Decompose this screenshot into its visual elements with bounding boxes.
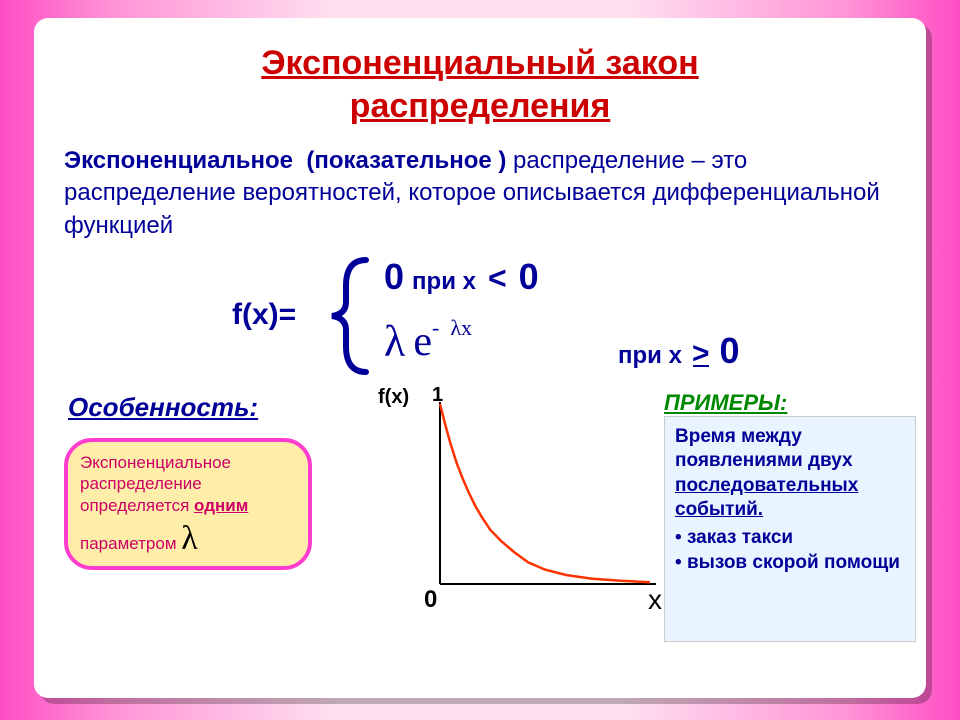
exp-minus: - (432, 315, 439, 340)
chart-svg (344, 396, 664, 596)
definition-text: Экспоненциальное (показательное ) распре… (64, 145, 896, 242)
ge-icon: > (692, 337, 710, 371)
examples-box: Время между появлениями двух последовате… (664, 416, 916, 642)
case2-rhs: 0 (719, 330, 739, 372)
formula-block: f(x)= 0 при х < 0 λ e - λx при х > 0 (64, 252, 896, 392)
feature-text-post: параметром (80, 534, 177, 553)
x-axis-label: x (648, 584, 662, 616)
feature-label: Особенность: (68, 392, 258, 423)
lt-icon: < (488, 260, 507, 297)
case1-pri: при х (412, 268, 476, 296)
examples-label: ПРИМЕРЫ: (664, 390, 787, 416)
feature-lambda: λ (181, 518, 198, 561)
brace-icon (326, 256, 378, 376)
chart: f(x) 1 0 x (344, 390, 664, 610)
case1-zero: 0 (384, 256, 404, 298)
slide-card: Экспоненциальный закон распределения Экс… (34, 18, 926, 698)
fx-label: f(x)= (232, 298, 296, 332)
exp-lambda: λ (450, 315, 461, 340)
exp-x: x (461, 315, 472, 340)
lower-section: Особенность: Экспоненциальное распределе… (64, 392, 896, 622)
origin-label: 0 (424, 586, 437, 614)
examples-lead-pre: Время между появлениями двух (675, 426, 853, 471)
feature-text-bold: одним (194, 496, 248, 515)
example-item-2: вызов скорой помощи (675, 551, 905, 575)
formula-case-2-cond: при х > 0 (618, 330, 740, 372)
slide-title: Экспоненциальный закон распределения (64, 42, 896, 127)
example-item-1: заказ такси (675, 526, 905, 550)
exponent: - λx (432, 315, 472, 341)
e-symbol: e (413, 318, 432, 366)
title-line-2: распределения (350, 87, 611, 125)
lambda-symbol: λ (384, 316, 405, 367)
examples-list: заказ такси вызов скорой помощи (675, 526, 905, 575)
def-bold-1: Экспоненциальное (64, 147, 293, 174)
formula-case-2: λ e - λx (384, 316, 472, 367)
case2-pri: при х (618, 342, 682, 370)
def-bold-2: (показательное ) (306, 147, 506, 174)
examples-lead-uline: последовательных событий. (675, 475, 858, 520)
case1-rhs: 0 (519, 256, 539, 298)
formula-case-1: 0 при х < 0 (384, 256, 539, 298)
feature-box: Экспоненциальное распределение определяе… (64, 438, 312, 570)
title-line-1: Экспоненциальный закон (261, 44, 698, 82)
